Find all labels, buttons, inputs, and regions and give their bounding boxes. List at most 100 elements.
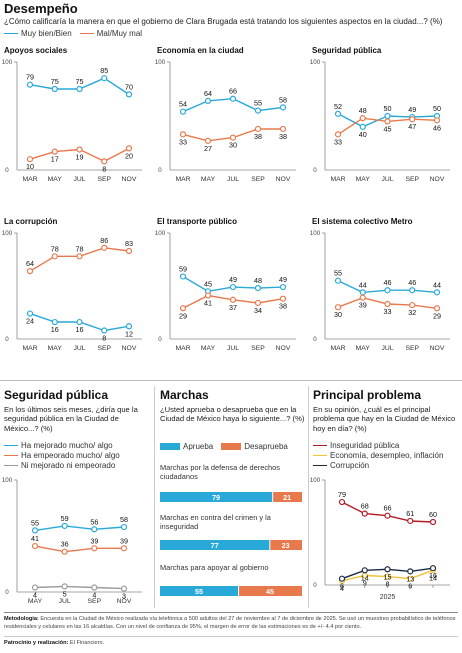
x-tick-label: SEP bbox=[97, 345, 111, 352]
legend-item-empeorado: Ha empeorado mucho/ algo bbox=[4, 451, 154, 460]
legend-label: Ni mejorado ni empeorado bbox=[21, 461, 116, 470]
footer-credit-label: Patrocinio y realización: bbox=[4, 640, 69, 646]
bar-value-label: 79 bbox=[212, 493, 220, 502]
data-label: 13 bbox=[406, 574, 414, 583]
data-point bbox=[409, 301, 416, 309]
data-point bbox=[204, 97, 212, 104]
section-title-problema: Principal problema bbox=[313, 388, 422, 402]
x-tick-label: NOV bbox=[122, 176, 137, 183]
y-tick-label: 100 bbox=[310, 59, 321, 66]
data-label: 83 bbox=[125, 239, 133, 248]
section-title-seguridad: Seguridad pública bbox=[4, 388, 109, 402]
data-point bbox=[76, 85, 83, 93]
data-label: 27 bbox=[204, 144, 212, 153]
data-point bbox=[120, 523, 128, 531]
x-tick-label: NOV bbox=[430, 345, 445, 352]
data-label: 49 bbox=[408, 105, 416, 114]
x-tick-label: JUL bbox=[73, 176, 85, 183]
x-tick-label: NOV bbox=[276, 345, 291, 352]
footer-method: Metodología: Encuesta en la Ciudad de Mé… bbox=[4, 615, 458, 631]
data-label: 14 bbox=[361, 573, 369, 582]
bar-aprueba bbox=[160, 540, 270, 550]
x-tick-label: MAR bbox=[175, 345, 190, 352]
data-label: 12 bbox=[125, 329, 133, 338]
section-question-seguridad: En los últimos seis meses, ¿diría que la… bbox=[4, 405, 138, 433]
data-label: 49 bbox=[279, 275, 287, 284]
y-tick-label: 100 bbox=[155, 230, 166, 237]
data-label: 50 bbox=[384, 104, 392, 113]
data-label: 78 bbox=[76, 244, 84, 253]
data-label: 64 bbox=[26, 259, 34, 268]
data-point bbox=[429, 565, 437, 572]
panel-title-metro: El sistema colectivo Metro bbox=[312, 217, 413, 226]
x-tick-label: MAY bbox=[201, 176, 216, 183]
data-point bbox=[279, 295, 287, 302]
legend-label: Ha empeorado mucho/ algo bbox=[21, 451, 120, 460]
legend-item-inseguridad: Inseguridad pública bbox=[313, 441, 461, 450]
y-tick-label: 0 bbox=[313, 336, 317, 343]
data-point bbox=[361, 510, 368, 517]
x-tick-label: SEP bbox=[251, 345, 265, 352]
section-divider bbox=[0, 380, 462, 381]
data-point bbox=[51, 85, 58, 93]
data-label: 44 bbox=[433, 280, 441, 289]
legend-label: Corrupción bbox=[330, 461, 370, 470]
x-tick-label: MAR bbox=[22, 176, 37, 183]
legend-line-blue bbox=[4, 33, 18, 34]
y-tick-label: 0 bbox=[158, 336, 162, 343]
header-legend: Muy bien/Bien Mal/Muy mal bbox=[4, 29, 142, 38]
data-point bbox=[359, 123, 366, 130]
data-point bbox=[334, 131, 342, 138]
data-label: 47 bbox=[408, 122, 416, 131]
data-point bbox=[409, 116, 416, 123]
data-point bbox=[204, 137, 212, 144]
data-point bbox=[407, 575, 414, 582]
x-tick-label: JUL bbox=[381, 176, 393, 183]
data-label: 29 bbox=[433, 311, 441, 320]
data-point bbox=[26, 156, 34, 163]
y-tick-label: 100 bbox=[155, 59, 166, 66]
y-tick-label: 0 bbox=[5, 167, 9, 174]
data-label: 75 bbox=[51, 77, 59, 86]
bar-value-label: 23 bbox=[282, 541, 290, 550]
data-label: 50 bbox=[433, 104, 441, 113]
x-tick-label: JUL bbox=[59, 598, 71, 605]
bar-value-label: 45 bbox=[266, 587, 274, 596]
data-point bbox=[76, 146, 83, 153]
bar-desaprueba bbox=[270, 540, 302, 550]
y-tick-label: 100 bbox=[2, 230, 13, 237]
data-label: 66 bbox=[384, 504, 392, 513]
data-label: 17 bbox=[51, 155, 59, 164]
data-point bbox=[384, 512, 391, 519]
data-point bbox=[26, 268, 34, 275]
data-label: 39 bbox=[359, 301, 367, 310]
x-tick-label: MAR bbox=[22, 345, 37, 352]
x-tick-label: MAY bbox=[356, 176, 371, 183]
series-line bbox=[34, 585, 125, 590]
x-tick-label: MAR bbox=[330, 345, 345, 352]
y-tick-label: 100 bbox=[310, 477, 321, 484]
y-tick-label: 100 bbox=[2, 477, 13, 484]
data-label: 39 bbox=[120, 536, 128, 545]
data-label: 48 bbox=[359, 106, 367, 115]
data-point bbox=[229, 283, 237, 291]
data-label: 37 bbox=[229, 303, 237, 312]
data-point bbox=[179, 108, 187, 115]
data-label: 30 bbox=[334, 310, 342, 319]
x-tick-label: NOV bbox=[122, 345, 137, 352]
data-point bbox=[61, 583, 68, 590]
data-label: 59 bbox=[61, 514, 69, 523]
x-tick-label: NOV bbox=[276, 176, 291, 183]
data-point bbox=[279, 125, 287, 133]
footer-divider bbox=[4, 612, 458, 613]
data-label: 4 bbox=[340, 584, 344, 593]
data-point bbox=[120, 585, 128, 592]
data-label: 41 bbox=[31, 534, 39, 543]
data-label: 79 bbox=[338, 490, 346, 499]
data-label: 56 bbox=[90, 517, 98, 526]
data-label: 64 bbox=[204, 89, 212, 98]
x-tick-label: MAY bbox=[201, 345, 216, 352]
data-point bbox=[229, 134, 237, 141]
